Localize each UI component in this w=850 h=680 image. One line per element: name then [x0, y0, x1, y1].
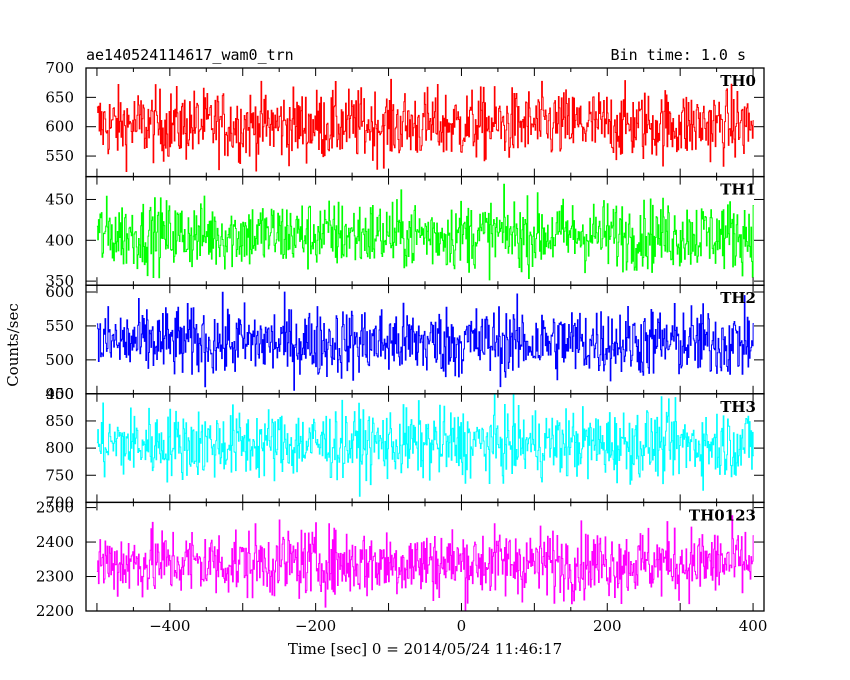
y-tick-label: 650 — [45, 88, 74, 106]
y-tick-label: 850 — [45, 412, 74, 430]
series-th0 — [96, 78, 754, 172]
y-tick-label: 700 — [45, 493, 74, 511]
y-tick-label: 550 — [45, 317, 74, 335]
x-tick-label: 400 — [739, 617, 768, 635]
y-tick-label: 2200 — [36, 602, 74, 620]
panel-label: TH0 — [720, 72, 756, 90]
panel-th3: 700 750 800 850 900 TH3 — [45, 385, 765, 511]
series-th1 — [96, 183, 754, 281]
y-tick-label: 500 — [45, 351, 74, 369]
y-tick-label: 2500 — [36, 499, 74, 517]
y-tick-label: 750 — [45, 466, 74, 484]
x-tick-label: 0 — [457, 617, 467, 635]
series-th0123 — [96, 515, 754, 611]
y-tick-label: 450 — [45, 190, 74, 208]
y-tick-label: 550 — [45, 147, 74, 165]
y-tick-label: 900 — [45, 385, 74, 403]
x-axis-label: Time [sec] 0 = 2014/05/24 11:46:17 — [288, 640, 562, 658]
y-tick-label: 600 — [45, 118, 74, 136]
series-th2 — [96, 291, 754, 391]
y-tick-label: 2400 — [36, 533, 74, 551]
panel-th2: 450 500 550 600 TH2 — [45, 283, 765, 403]
panel-label: TH3 — [720, 398, 756, 416]
x-tick-label: 200 — [593, 617, 622, 635]
panel-label: TH2 — [720, 289, 756, 307]
x-tick-label: −200 — [295, 617, 336, 635]
y-tick-label: 350 — [45, 272, 74, 290]
panel-th1: 350 400 450 TH1 — [45, 175, 765, 290]
y-tick-label: 450 — [45, 385, 74, 403]
panels: 550 600 650 700 TH0 350 400 450 TH1 450 500 550 600 T… — [36, 59, 768, 635]
panel-th0: 550 600 650 700 TH0 — [45, 59, 765, 178]
y-tick-label: 800 — [45, 439, 74, 457]
y-tick-label: 2300 — [36, 568, 74, 586]
y-tick-label: 600 — [45, 283, 74, 301]
series-th3 — [96, 393, 754, 497]
y-axis-label: Counts/sec — [4, 303, 22, 387]
y-tick-label: 400 — [45, 231, 74, 249]
panel-th0123: 2200 2300 2400 2500 TH0123 −400 −200 0 200 400 — [36, 499, 768, 635]
chart-title: ae140524114617_wam0_trn — [86, 46, 294, 64]
x-tick-label: −400 — [149, 617, 190, 635]
panel-label: TH1 — [720, 181, 756, 199]
y-tick-label: 700 — [45, 59, 74, 77]
panel-label: TH0123 — [689, 506, 756, 524]
bin-time-label: Bin time: 1.0 s — [611, 46, 746, 64]
